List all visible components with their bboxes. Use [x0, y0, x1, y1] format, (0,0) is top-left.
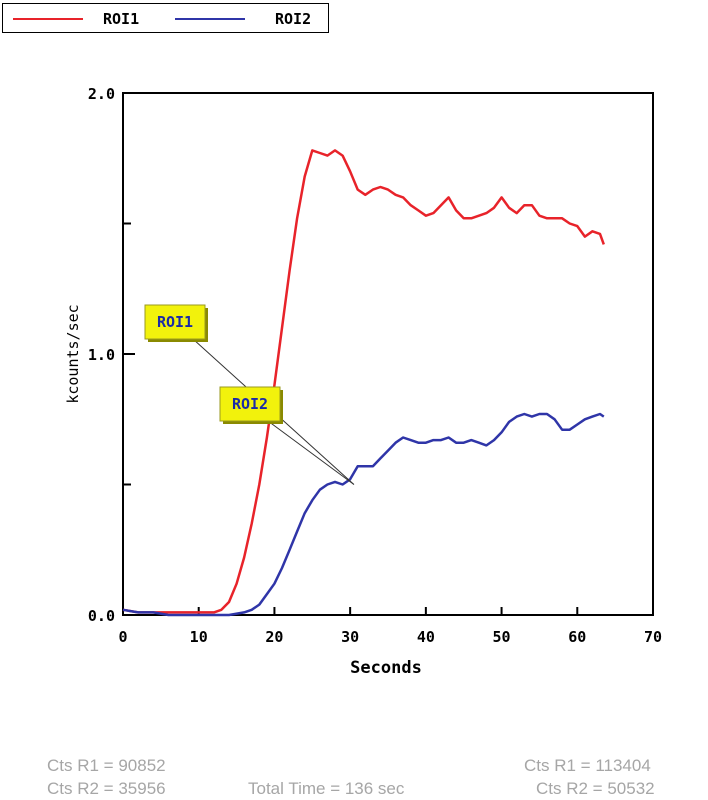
- annotation-leader-roi2: [267, 420, 355, 485]
- annotation-box-roi1: [144, 304, 206, 340]
- footer-right-cts-r1: Cts R1 = 113404: [524, 756, 651, 775]
- footer-left-cts-r2: Cts R2 = 35956: [47, 779, 166, 798]
- x-tick-label: 10: [190, 628, 208, 646]
- x-tick-label: 70: [644, 628, 662, 646]
- y-axis-label: kcounts/sec: [64, 304, 82, 403]
- x-tick-label: 40: [417, 628, 435, 646]
- x-axis-label: Seconds: [350, 658, 422, 678]
- plot-frame: [122, 92, 654, 616]
- footer-right-cts-r2: Cts R2 = 50532: [536, 779, 655, 798]
- legend: ROI1 ROI2: [2, 3, 329, 33]
- footer-total-time: Total Time = 136 sec: [248, 779, 405, 798]
- series-layer: [122, 149, 605, 617]
- x-axis-ticks: 0 10 20 30 40 50 60 70: [118, 607, 662, 646]
- legend-label-roi1: ROI1: [103, 10, 140, 28]
- x-tick-label: 0: [118, 628, 127, 646]
- annotation-label-roi1: ROI1: [157, 313, 193, 331]
- x-tick-label: 20: [265, 628, 283, 646]
- x-tick-label: 50: [493, 628, 511, 646]
- y-tick-label: 0.0: [88, 607, 115, 625]
- y-tick-label: 2.0: [88, 85, 115, 103]
- legend-swatch-roi1: [13, 18, 83, 20]
- legend-label-roi2: ROI2: [275, 10, 312, 28]
- x-tick-label: 60: [568, 628, 586, 646]
- legend-swatch-roi2: [175, 18, 245, 20]
- footer-left-cts-r1: Cts R1 = 90852: [47, 756, 166, 775]
- annotation-box-roi2: [219, 386, 281, 422]
- series-line-roi1: [122, 149, 605, 614]
- annotation-label-roi2: ROI2: [232, 395, 268, 413]
- y-axis-ticks: 0.0 1.0 2.0: [88, 85, 135, 625]
- series-line-roi2: [122, 412, 605, 617]
- annotation-layer: ROI1 ROI2: [144, 304, 355, 485]
- x-tick-label: 30: [341, 628, 359, 646]
- y-tick-label: 1.0: [88, 346, 115, 364]
